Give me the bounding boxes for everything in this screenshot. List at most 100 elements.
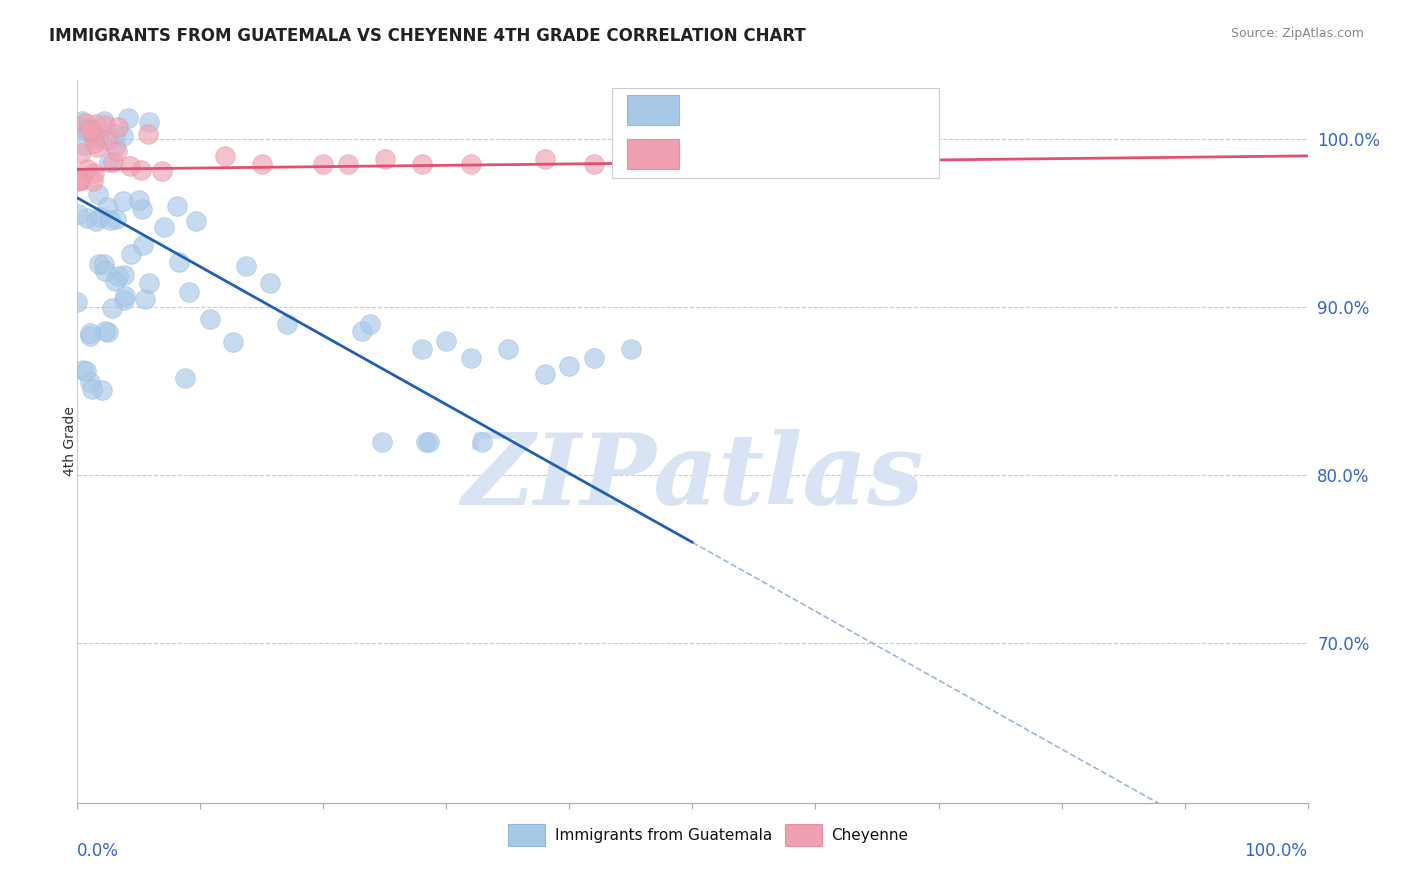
Point bbox=[93, 118, 115, 132]
Bar bbox=[508, 824, 546, 847]
Text: Source: ZipAtlas.com: Source: ZipAtlas.com bbox=[1230, 27, 1364, 40]
Point bbox=[79, 376, 101, 390]
Point bbox=[98, 212, 121, 227]
Point bbox=[69, 120, 91, 134]
Point bbox=[70, 113, 93, 128]
Text: 0.0%: 0.0% bbox=[77, 842, 120, 860]
Point bbox=[534, 368, 557, 382]
Point bbox=[374, 153, 396, 167]
Point bbox=[86, 131, 108, 145]
Point bbox=[620, 342, 643, 356]
Point bbox=[415, 434, 437, 449]
Text: R =  0.342   N = 33: R = 0.342 N = 33 bbox=[702, 145, 863, 163]
Point bbox=[371, 434, 394, 449]
Point bbox=[104, 211, 127, 226]
Point bbox=[496, 342, 519, 356]
Point bbox=[93, 257, 115, 271]
Point bbox=[112, 293, 135, 307]
Y-axis label: 4th Grade: 4th Grade bbox=[63, 407, 77, 476]
Point bbox=[84, 117, 107, 131]
Point bbox=[411, 157, 433, 171]
Point bbox=[76, 162, 98, 177]
Point bbox=[138, 115, 160, 129]
Point bbox=[558, 359, 581, 373]
Point bbox=[96, 133, 118, 147]
Point bbox=[93, 264, 115, 278]
Point bbox=[73, 137, 96, 152]
Point bbox=[150, 164, 173, 178]
Point bbox=[104, 274, 127, 288]
Text: IMMIGRANTS FROM GUATEMALA VS CHEYENNE 4TH GRADE CORRELATION CHART: IMMIGRANTS FROM GUATEMALA VS CHEYENNE 4T… bbox=[49, 27, 806, 45]
Point bbox=[79, 328, 101, 343]
Point bbox=[250, 157, 273, 171]
Point bbox=[177, 285, 200, 299]
Point bbox=[235, 259, 257, 273]
Point bbox=[134, 292, 156, 306]
Point bbox=[80, 383, 103, 397]
Point bbox=[534, 153, 557, 167]
Point bbox=[337, 157, 360, 171]
Point bbox=[70, 146, 93, 161]
Text: R = -0.591   N = 73: R = -0.591 N = 73 bbox=[702, 101, 865, 119]
Point bbox=[460, 157, 482, 171]
Point bbox=[129, 163, 152, 178]
Point bbox=[73, 116, 96, 130]
Point bbox=[87, 187, 110, 202]
Point bbox=[76, 211, 98, 225]
Point bbox=[583, 351, 606, 365]
Point bbox=[107, 268, 129, 283]
Point bbox=[72, 363, 94, 377]
Point bbox=[460, 351, 482, 365]
Point bbox=[98, 155, 121, 169]
Point bbox=[359, 317, 381, 331]
Point bbox=[153, 220, 176, 235]
Point bbox=[138, 277, 160, 291]
Point bbox=[132, 238, 155, 252]
Text: Immigrants from Guatemala: Immigrants from Guatemala bbox=[554, 828, 772, 843]
Point bbox=[583, 157, 606, 171]
Point bbox=[79, 123, 101, 137]
Point bbox=[83, 136, 105, 151]
Point bbox=[86, 140, 108, 154]
Point bbox=[120, 159, 142, 173]
Point bbox=[214, 149, 236, 163]
Point bbox=[120, 247, 142, 261]
Point bbox=[66, 294, 89, 309]
Point bbox=[83, 166, 105, 180]
Point bbox=[104, 139, 127, 153]
Point bbox=[682, 149, 704, 163]
Point bbox=[75, 364, 97, 378]
Point bbox=[101, 154, 124, 169]
Text: Cheyenne: Cheyenne bbox=[831, 828, 908, 843]
Point bbox=[94, 324, 117, 338]
Point bbox=[69, 172, 91, 186]
FancyBboxPatch shape bbox=[613, 87, 939, 178]
Point bbox=[136, 127, 159, 141]
Point bbox=[259, 277, 281, 291]
Point bbox=[174, 371, 197, 385]
Text: ZIPatlas: ZIPatlas bbox=[461, 429, 924, 526]
Point bbox=[82, 174, 104, 188]
Bar bbox=[627, 95, 679, 125]
Point bbox=[436, 334, 458, 348]
Point bbox=[128, 193, 150, 207]
Point bbox=[742, 157, 765, 171]
Point bbox=[221, 335, 243, 350]
Point bbox=[352, 324, 374, 338]
Bar bbox=[627, 139, 679, 169]
Point bbox=[114, 289, 136, 303]
Point bbox=[276, 317, 298, 331]
Text: 100.0%: 100.0% bbox=[1244, 842, 1308, 860]
Point bbox=[198, 312, 221, 326]
Point bbox=[167, 255, 190, 269]
Point bbox=[96, 201, 118, 215]
Point bbox=[83, 130, 105, 145]
Point bbox=[67, 207, 90, 221]
Point bbox=[93, 114, 115, 128]
Point bbox=[112, 268, 135, 282]
Point bbox=[104, 127, 127, 141]
Point bbox=[76, 124, 98, 138]
Point bbox=[186, 214, 208, 228]
Point bbox=[101, 301, 124, 315]
Point bbox=[90, 383, 112, 397]
